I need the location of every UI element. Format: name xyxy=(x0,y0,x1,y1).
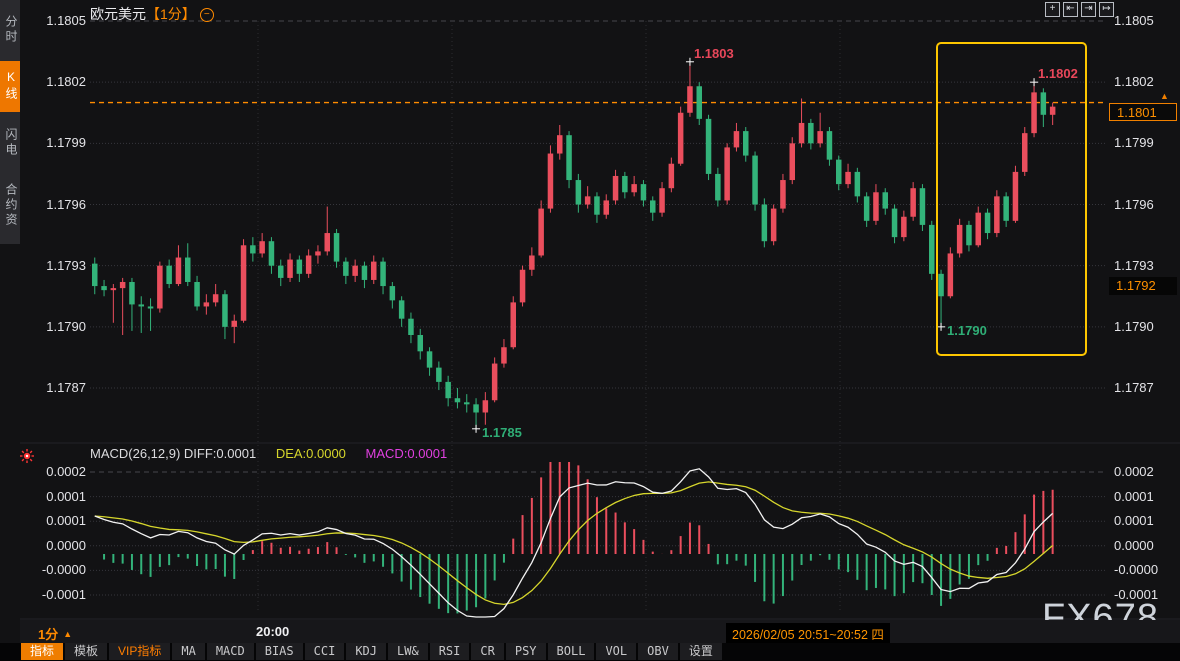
price-axis-label: 1.1799 xyxy=(1114,135,1154,151)
extreme-price-annotation: 1.1785 xyxy=(482,424,522,440)
macd-axis-label: 0.0002 xyxy=(1114,464,1154,479)
toolbar-button-bias[interactable]: BIAS xyxy=(255,643,303,660)
price-axis-label: 1.1787 xyxy=(1114,380,1154,396)
price-axis-label: 1.1805 xyxy=(1114,13,1154,28)
price-axis-label: 1.1793 xyxy=(46,257,86,273)
alarm-icon xyxy=(20,449,34,463)
toolbar-button-kdj[interactable]: KDJ xyxy=(346,643,387,660)
shift-right-icon[interactable]: ↦ xyxy=(1099,2,1114,17)
current-price-tag: 1.1801 xyxy=(1109,103,1177,122)
toolbar-button-vip指标[interactable]: VIP指标 xyxy=(109,643,171,660)
candles-layer xyxy=(92,61,1056,429)
macd-axis-label: -0.0000 xyxy=(41,562,86,578)
macd-axis-label: -0.0001 xyxy=(41,587,86,602)
toolbar-button-cci[interactable]: CCI xyxy=(304,643,345,660)
extreme-price-annotation: 1.1790 xyxy=(947,322,987,338)
toolbar-button-lw&[interactable]: LW& xyxy=(388,643,428,660)
scale-left-icon[interactable]: ⇤ xyxy=(1063,2,1078,17)
price-axis-label: 1.1802 xyxy=(46,74,86,90)
macd-axis-label: 0.0001 xyxy=(1114,513,1154,529)
macd-axis-label: 0.0001 xyxy=(46,513,86,529)
macd-dea-label: DEA:0.0000 xyxy=(275,446,346,461)
chevron-up-icon: ▲ xyxy=(63,629,73,639)
macd-diff-label: MACD(26,12,9) DIFF:0.0001 xyxy=(90,446,257,461)
collapse-circle-icon[interactable]: − xyxy=(199,8,214,23)
sidebar-item-3[interactable]: 闪电图 xyxy=(0,128,18,159)
symbol-name: 欧元美元 xyxy=(90,6,146,22)
scale-right-icon[interactable]: ⇥ xyxy=(1081,2,1096,17)
macd-axis-label: 0.0000 xyxy=(1114,537,1154,553)
macd-hist-label: MACD:0.0001 xyxy=(365,446,448,461)
macd-axis-label: 0.0001 xyxy=(1114,488,1154,504)
sidebar-item-1[interactable]: 分时图 xyxy=(0,14,18,45)
indicator-toolbar: 指标 模板 VIP指标 MA MACD BIAS CCI KDJ LW& RSI CR PSY BOLL… xyxy=(0,643,1180,661)
macd-axis-label: 0.0002 xyxy=(46,464,86,479)
price-axis-label: 1.1799 xyxy=(46,135,86,151)
price-axis-label: 1.1805 xyxy=(46,13,86,28)
price-up-arrow-icon: ▲ xyxy=(1160,90,1169,101)
price-axis-label: 1.1787 xyxy=(46,380,86,396)
price-axis-label: 1.1790 xyxy=(46,318,86,334)
period-selector[interactable]: 1分 ▲ xyxy=(38,627,73,642)
price-axis-label: 1.1790 xyxy=(1114,318,1154,334)
macd-axis-label: 0.0001 xyxy=(46,488,86,504)
price-axis-label: 1.1796 xyxy=(1114,196,1154,212)
time-axis-label: 20:00 xyxy=(256,624,290,639)
price-axis-label: 1.1802 xyxy=(1114,74,1154,90)
crosshair-icon[interactable]: + xyxy=(1045,2,1060,17)
toolbar-button-指标[interactable]: 指标 xyxy=(21,643,64,660)
sidebar-item-4[interactable]: 合约资料 xyxy=(0,183,18,229)
macd-legend: MACD(26,12,9) DIFF:0.0001 DEA:0.0000 MAC… xyxy=(90,446,447,461)
macd-axis-label: -0.0000 xyxy=(1114,562,1159,578)
toolbar-button-ma[interactable]: MA xyxy=(172,643,205,660)
toolbar-button-rsi[interactable]: RSI xyxy=(429,643,470,660)
macd-axis-label: -0.0001 xyxy=(1114,587,1159,602)
extreme-price-annotation: 1.1802 xyxy=(1038,66,1078,82)
toolbar-button-cr[interactable]: CR xyxy=(471,643,504,660)
macd-layer xyxy=(94,462,1054,618)
price-axis-label: 1.1796 xyxy=(46,196,86,212)
toolbar-button-macd[interactable]: MACD xyxy=(206,643,254,660)
time-axis-row: 1分 ▲ 20:00 2026/02/05 20:51~20:52 四 xyxy=(20,620,1180,644)
candle-datetime-readout: 2026/02/05 20:51~20:52 四 xyxy=(726,623,890,644)
extreme-price-annotation: 1.1803 xyxy=(693,45,734,61)
chart-title: 欧元美元【1分】 − xyxy=(90,4,214,24)
toolbar-button-设置[interactable]: 设置 xyxy=(679,643,722,660)
chart-tool-icons: + ⇤ ⇥ ↦ xyxy=(1045,2,1114,17)
chart-type-sidebar: 分时图 K线图闪电图合约资料 xyxy=(0,0,20,244)
sidebar-item-2[interactable]: K线图 xyxy=(0,61,20,112)
toolbar-button-模板[interactable]: 模板 xyxy=(65,643,108,660)
macd-axis-label: 0.0000 xyxy=(46,537,86,553)
highlight-selection-box xyxy=(936,42,1087,356)
toolbar-button-vol[interactable]: VOL xyxy=(596,643,637,660)
secondary-price-tag: 1.1792 xyxy=(1109,277,1177,296)
toolbar-button-psy[interactable]: PSY xyxy=(505,643,546,660)
markers-layer xyxy=(472,57,1039,433)
toolbar-button-boll[interactable]: BOLL xyxy=(547,643,595,660)
price-axis-label: 1.1793 xyxy=(1114,257,1154,273)
period-tag: 【1分】 xyxy=(146,6,196,22)
toolbar-button-obv[interactable]: OBV xyxy=(638,643,678,660)
